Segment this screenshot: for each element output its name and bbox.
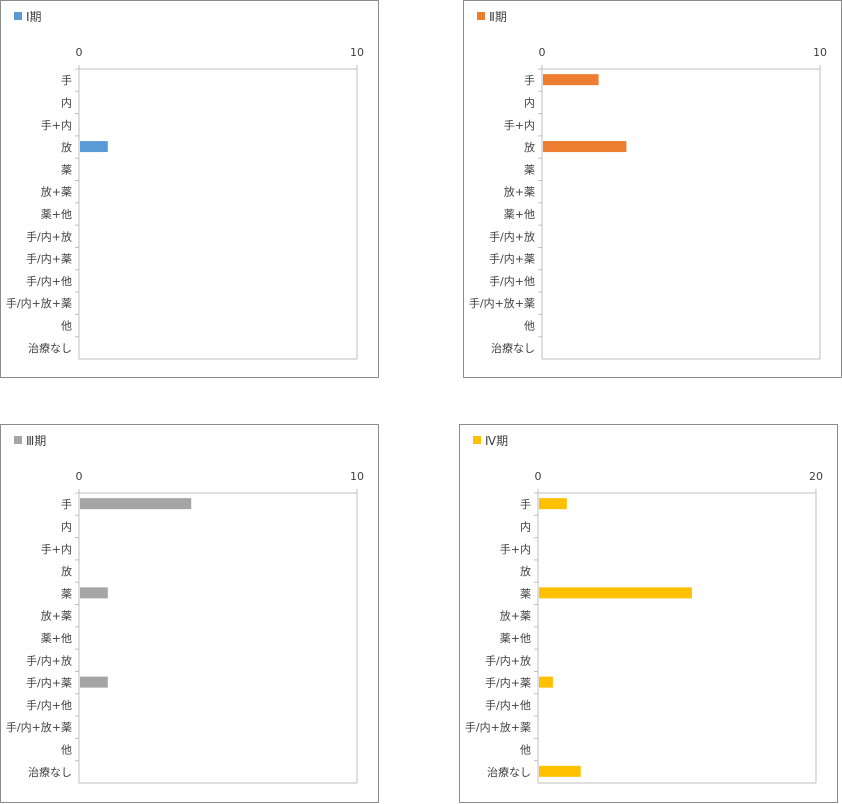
category-label: 手	[61, 497, 72, 511]
category-label: 手/内+他	[489, 274, 535, 288]
legend-swatch	[473, 436, 481, 444]
x-tick-label: 10	[813, 46, 827, 59]
category-label: 薬	[61, 163, 72, 176]
x-tick-label: 0	[76, 46, 83, 59]
category-label: 他	[520, 744, 531, 757]
category-label: 他	[61, 320, 72, 333]
chart-panel-stage-1: Ⅰ期 0 10 手内手+内放薬放+薬薬+他手/内+放手/内+薬手/内+他手/内+放+薬…	[0, 0, 379, 378]
category-label: 放	[61, 564, 72, 578]
category-label: 手/内+他	[26, 274, 72, 288]
category-label: 手	[61, 73, 72, 87]
x-tick-label: 20	[809, 470, 823, 483]
x-tick-label: 0	[76, 470, 83, 483]
bar	[543, 74, 599, 86]
bar	[539, 676, 553, 688]
category-label: 内	[61, 519, 72, 533]
category-label: 放+薬	[41, 609, 72, 623]
category-label: 放+薬	[504, 185, 535, 199]
x-tick-label: 0	[539, 46, 546, 59]
category-label: 手+内	[504, 118, 535, 132]
category-label: 手+内	[500, 542, 531, 556]
category-label: 薬+他	[41, 632, 72, 645]
category-label: 手/内+薬	[485, 676, 531, 690]
category-label: 薬	[524, 163, 535, 176]
category-label: 内	[524, 95, 535, 109]
legend-swatch	[14, 436, 22, 444]
category-label: 手/内+放	[26, 653, 72, 667]
category-label: 治療なし	[487, 765, 531, 779]
category-label: 手/内+放+薬	[465, 720, 531, 734]
category-label: 手/内+放	[26, 229, 72, 243]
bar	[80, 141, 108, 153]
category-label: 放+薬	[41, 185, 72, 199]
chart-panel-stage-3: Ⅲ期 0 10 手内手+内放薬放+薬薬+他手/内+放手/内+薬手/内+他手/内+放+薬…	[0, 424, 379, 803]
category-label: 薬	[520, 587, 531, 600]
legend: Ⅳ期	[473, 434, 508, 448]
x-tick-label: 10	[350, 46, 364, 59]
category-label: 放	[61, 140, 72, 154]
x-tick-label: 10	[350, 470, 364, 483]
category-label: 手/内+薬	[26, 676, 72, 690]
chart-svg-1: Ⅰ期 0 10 手内手+内放薬放+薬薬+他手/内+放手/内+薬手/内+他手/内+放+薬…	[6, 10, 364, 360]
category-label: 治療なし	[491, 341, 535, 355]
category-label: 薬+他	[41, 208, 72, 221]
bar	[543, 141, 627, 153]
category-label: 手+内	[41, 118, 72, 132]
category-label: 手/内+放+薬	[469, 296, 535, 310]
legend: Ⅱ期	[477, 10, 507, 24]
category-label: 薬+他	[504, 208, 535, 221]
chart-panel-stage-4: Ⅳ期 0 20 手内手+内放薬放+薬薬+他手/内+放手/内+薬手/内+他手/内+放+薬…	[459, 424, 838, 803]
category-label: 放	[524, 140, 535, 154]
category-label: 薬+他	[500, 632, 531, 645]
category-label: 手/内+薬	[26, 252, 72, 266]
legend: Ⅰ期	[14, 10, 42, 24]
x-tick-label: 0	[535, 470, 542, 483]
bar	[539, 587, 692, 599]
category-label: 他	[61, 744, 72, 757]
chart-svg-2: Ⅱ期 0 10 手内手+内放薬放+薬薬+他手/内+放手/内+薬手/内+他手/内+放+薬…	[469, 10, 827, 360]
category-label: 放+薬	[500, 609, 531, 623]
category-label: 手/内+放	[489, 229, 535, 243]
category-label: 手/内+薬	[489, 252, 535, 266]
category-label: 放	[520, 564, 531, 578]
chart-panel-stage-2: Ⅱ期 0 10 手内手+内放薬放+薬薬+他手/内+放手/内+薬手/内+他手/内+放+薬…	[463, 0, 842, 378]
legend-label: Ⅱ期	[489, 10, 507, 24]
chart-svg-3: Ⅲ期 0 10 手内手+内放薬放+薬薬+他手/内+放手/内+薬手/内+他手/内+放+薬…	[6, 434, 364, 784]
legend-label: Ⅳ期	[485, 434, 508, 448]
category-label: 手	[524, 73, 535, 87]
bar	[80, 587, 108, 599]
category-label: 他	[524, 320, 535, 333]
legend-label: Ⅰ期	[26, 10, 42, 24]
legend-label: Ⅲ期	[26, 434, 46, 448]
bar	[539, 498, 567, 510]
category-label: 内	[61, 95, 72, 109]
category-label: 内	[520, 519, 531, 533]
bar	[80, 498, 192, 510]
category-label: 手/内+放+薬	[6, 296, 72, 310]
category-label: 薬	[61, 587, 72, 600]
chart-svg-4: Ⅳ期 0 20 手内手+内放薬放+薬薬+他手/内+放手/内+薬手/内+他手/内+放+薬…	[465, 434, 823, 784]
legend-swatch	[477, 12, 485, 20]
category-label: 手/内+他	[485, 698, 531, 712]
category-label: 手/内+放+薬	[6, 720, 72, 734]
category-label: 手+内	[41, 542, 72, 556]
category-label: 治療なし	[28, 765, 72, 779]
legend-swatch	[14, 12, 22, 20]
bar	[539, 765, 581, 777]
category-label: 手	[520, 497, 531, 511]
legend: Ⅲ期	[14, 434, 46, 448]
category-label: 手/内+放	[485, 653, 531, 667]
category-label: 治療なし	[28, 341, 72, 355]
bar	[80, 676, 108, 688]
category-label: 手/内+他	[26, 698, 72, 712]
